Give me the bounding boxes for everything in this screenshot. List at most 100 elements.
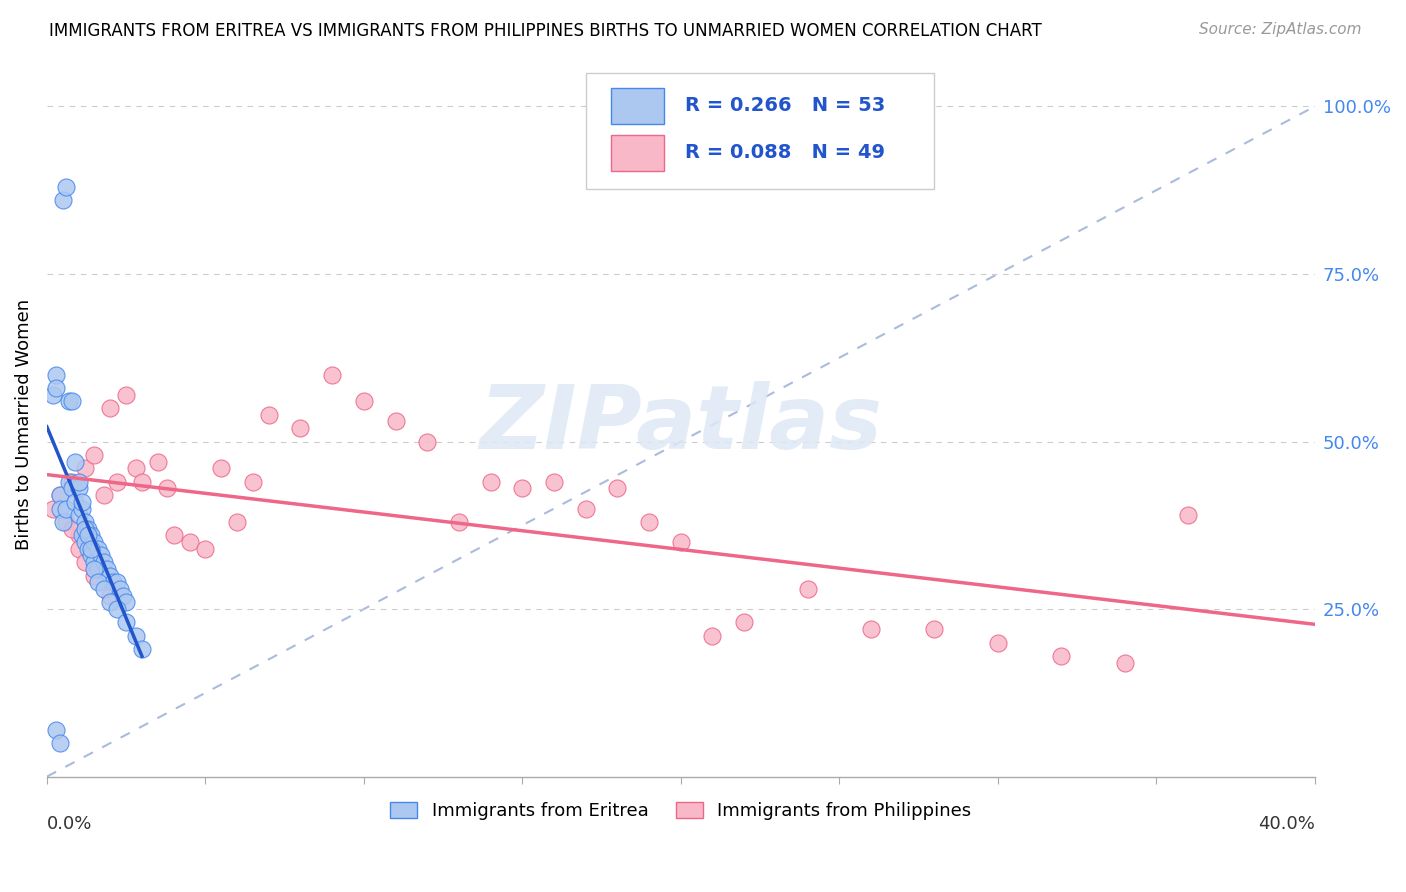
Point — [242, 475, 264, 489]
Y-axis label: Births to Unmarried Women: Births to Unmarried Women — [15, 299, 32, 550]
Point — [52, 194, 75, 208]
Point — [83, 448, 105, 462]
Point — [58, 394, 80, 409]
Point — [67, 508, 90, 523]
Point — [48, 736, 70, 750]
Point — [48, 501, 70, 516]
Point — [105, 602, 128, 616]
Point — [733, 615, 755, 630]
Text: IMMIGRANTS FROM ERITREA VS IMMIGRANTS FROM PHILIPPINES BIRTHS TO UNMARRIED WOMEN: IMMIGRANTS FROM ERITREA VS IMMIGRANTS FR… — [49, 22, 1042, 40]
Point — [669, 535, 692, 549]
Point — [73, 522, 96, 536]
Point — [108, 582, 131, 596]
FancyBboxPatch shape — [612, 135, 664, 171]
Point — [859, 622, 882, 636]
Point — [1177, 508, 1199, 523]
Point — [45, 368, 67, 382]
Point — [58, 475, 80, 489]
Point — [45, 723, 67, 737]
Point — [447, 515, 470, 529]
Point — [70, 495, 93, 509]
Point — [73, 555, 96, 569]
Point — [45, 381, 67, 395]
Point — [93, 488, 115, 502]
Point — [67, 528, 90, 542]
Point — [353, 394, 375, 409]
Point — [83, 535, 105, 549]
FancyBboxPatch shape — [612, 87, 664, 124]
Point — [67, 482, 90, 496]
Point — [575, 501, 598, 516]
Point — [42, 501, 65, 516]
Point — [98, 401, 121, 415]
Point — [73, 535, 96, 549]
Point — [638, 515, 661, 529]
Point — [77, 522, 100, 536]
Point — [93, 555, 115, 569]
Point — [384, 414, 406, 428]
Point — [83, 562, 105, 576]
Point — [77, 541, 100, 556]
Point — [796, 582, 818, 596]
Point — [70, 528, 93, 542]
Point — [60, 522, 83, 536]
Point — [103, 575, 125, 590]
Point — [48, 488, 70, 502]
Point — [86, 575, 108, 590]
Point — [86, 541, 108, 556]
Point — [146, 455, 169, 469]
Point — [70, 501, 93, 516]
Text: Source: ZipAtlas.com: Source: ZipAtlas.com — [1198, 22, 1361, 37]
Point — [55, 180, 77, 194]
Point — [73, 461, 96, 475]
Point — [67, 475, 90, 489]
Point — [111, 589, 134, 603]
Text: 40.0%: 40.0% — [1258, 815, 1315, 833]
Point — [115, 615, 138, 630]
Point — [115, 595, 138, 609]
Point — [80, 541, 103, 556]
Point — [131, 642, 153, 657]
Point — [55, 501, 77, 516]
Point — [98, 589, 121, 603]
Point — [156, 482, 179, 496]
Point — [209, 461, 232, 475]
Point — [80, 549, 103, 563]
Point — [510, 482, 533, 496]
Point — [73, 515, 96, 529]
Point — [60, 394, 83, 409]
Point — [96, 562, 118, 576]
Point — [1114, 656, 1136, 670]
Point — [77, 528, 100, 542]
Legend: Immigrants from Eritrea, Immigrants from Philippines: Immigrants from Eritrea, Immigrants from… — [382, 795, 979, 828]
Point — [48, 488, 70, 502]
Point — [90, 549, 112, 563]
Point — [479, 475, 502, 489]
Point — [194, 541, 217, 556]
Point — [226, 515, 249, 529]
Point — [55, 515, 77, 529]
Point — [105, 475, 128, 489]
Point — [80, 528, 103, 542]
Text: 0.0%: 0.0% — [46, 815, 93, 833]
Point — [543, 475, 565, 489]
Point — [987, 635, 1010, 649]
Point — [93, 582, 115, 596]
FancyBboxPatch shape — [586, 73, 935, 189]
Point — [60, 482, 83, 496]
Point — [67, 541, 90, 556]
Point — [124, 629, 146, 643]
Point — [131, 475, 153, 489]
Text: R = 0.266   N = 53: R = 0.266 N = 53 — [685, 96, 884, 115]
Point — [924, 622, 946, 636]
Point — [86, 562, 108, 576]
Point — [124, 461, 146, 475]
Point — [98, 595, 121, 609]
Point — [52, 515, 75, 529]
Point — [1050, 648, 1073, 663]
Point — [321, 368, 343, 382]
Point — [60, 475, 83, 489]
Text: ZIPatlas: ZIPatlas — [479, 381, 883, 468]
Point — [179, 535, 201, 549]
Point — [163, 528, 186, 542]
